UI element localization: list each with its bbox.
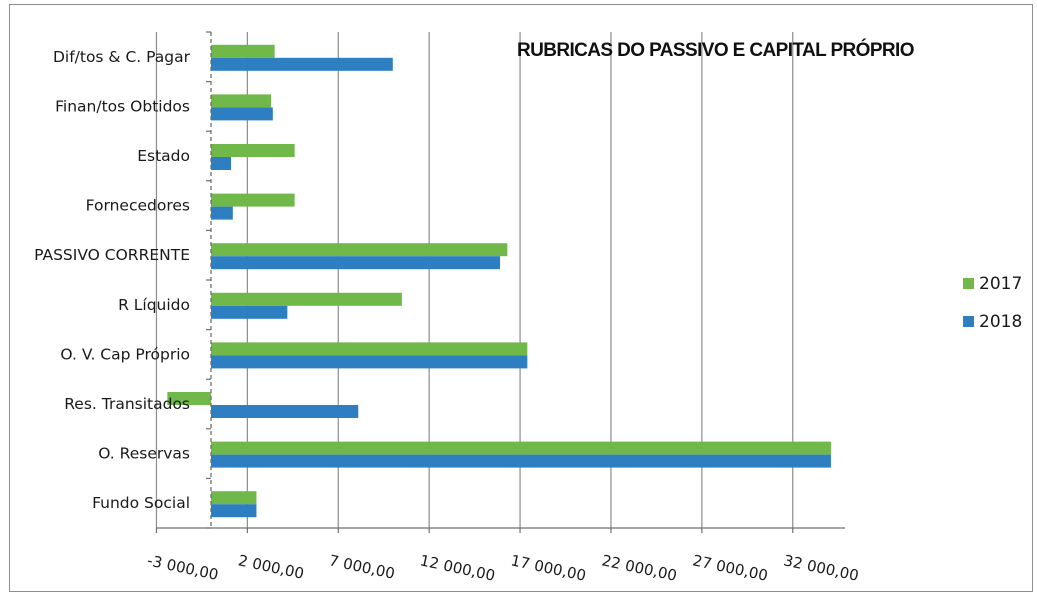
bar-2017: [211, 292, 402, 306]
category-label: Res. Transitados: [64, 395, 190, 413]
bar-2017: [211, 193, 295, 207]
tick-label: 22 000,00: [600, 551, 678, 584]
bar-2018: [211, 305, 288, 319]
category-label: PASSIVO CORRENTE: [34, 246, 190, 264]
bar-2017: [211, 144, 295, 157]
bar-2017: [211, 44, 275, 58]
tick-label: 32 000,00: [782, 551, 860, 584]
category-label: Fornecedores: [86, 197, 190, 215]
bar-2018: [211, 206, 233, 220]
tick-label: 12 000,00: [418, 551, 496, 584]
category-label: O. V. Cap Próprio: [60, 345, 190, 363]
bar-2017: [211, 243, 508, 257]
legend-label-2017: 2017: [979, 274, 1022, 294]
tick-label: 7 000,00: [327, 551, 396, 582]
bar-2018: [211, 454, 831, 468]
bar-2017: [167, 392, 211, 405]
category-label: Fundo Social: [92, 494, 190, 512]
tick-label: 2 000,00: [237, 551, 306, 582]
category-label: R Líquido: [118, 296, 190, 314]
bar-2018: [211, 504, 257, 518]
category-label: Dif/tos & C. Pagar: [53, 48, 191, 66]
label-layer: Dif/tos & C. Pagar Finan/tos Obtidos Estad…: [34, 48, 860, 585]
axis-layer: [155, 31, 845, 533]
bar-layer: [167, 44, 831, 518]
tick-label: 17 000,00: [509, 551, 587, 584]
category-label: Finan/tos Obtidos: [55, 97, 190, 115]
bar-2018: [211, 107, 273, 121]
legend-swatch-2017: [963, 278, 974, 289]
category-label: Estado: [137, 147, 190, 165]
legend-swatch-2018: [963, 316, 974, 327]
category-label: O. Reservas: [98, 445, 190, 463]
bar-2017: [211, 441, 831, 455]
bar-2017: [211, 342, 528, 356]
bar-2018: [211, 57, 393, 71]
bar-2018: [211, 405, 359, 418]
tick-label: -3 000,00: [146, 551, 220, 584]
legend: 2017 2018: [963, 274, 1022, 332]
bar-2018: [211, 157, 231, 170]
chart-title: RUBRICAS DO PASSIVO E CAPITAL PRÓPRIO: [517, 39, 914, 61]
chart-frame: [9, 4, 1033, 592]
bar-2018: [211, 355, 528, 369]
bar-2017: [211, 491, 257, 505]
tick-label: 27 000,00: [691, 551, 769, 584]
bar-2017: [211, 94, 271, 108]
bar-2018: [211, 256, 501, 270]
legend-label-2018: 2018: [979, 312, 1022, 332]
